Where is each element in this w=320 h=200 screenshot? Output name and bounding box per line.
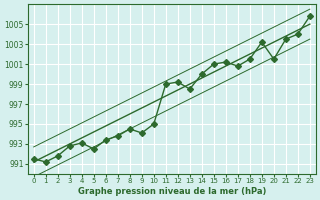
X-axis label: Graphe pression niveau de la mer (hPa): Graphe pression niveau de la mer (hPa)	[77, 187, 266, 196]
